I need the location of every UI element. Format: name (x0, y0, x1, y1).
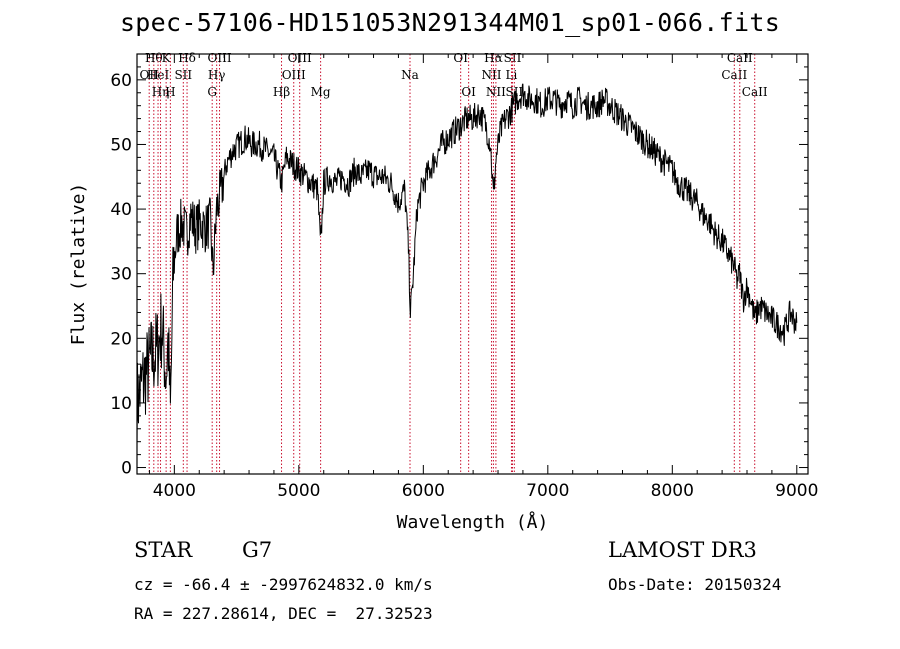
spectral-line-label: Hα (484, 51, 503, 65)
spectral-line-label: Hη (152, 85, 170, 99)
spectral-line-label: H (165, 85, 175, 99)
spectral-line-label: CaII (742, 85, 768, 99)
spectral-line-label: G (207, 85, 217, 99)
spectral-line-label: NII (482, 68, 502, 82)
y-tick-label: 60 (110, 71, 132, 91)
y-tick-label: 40 (110, 200, 132, 220)
y-tick-label: 50 (110, 135, 132, 155)
y-tick-label: 30 (110, 265, 132, 285)
spectral-line-label: CaII (721, 68, 747, 82)
spectral-line-label: CaII (727, 51, 753, 65)
spectral-line-label: Hθ (145, 51, 163, 65)
spectral-line-label: OI (453, 51, 468, 65)
x-tick-label: 5000 (277, 481, 320, 501)
spectral-line-label: HeI (147, 68, 170, 82)
spectral-line-label: Li (506, 68, 518, 82)
survey-name: LAMOST DR3 (608, 538, 757, 562)
chart-title: spec-57106-HD151053N291344M01_sp01-066.f… (119, 8, 781, 37)
spectral-line-label: Hγ (208, 68, 226, 82)
y-tick-label: 10 (110, 394, 132, 414)
plot-frame (136, 53, 809, 475)
spectral-line-label: SII (174, 68, 192, 82)
spectral-line-label: OI (461, 85, 476, 99)
x-axis-label: Wavelength (Å) (397, 511, 549, 533)
spectral-line-label: Mg (311, 85, 331, 99)
coordinates-readout: RA = 227.28614, DEC = 27.32523 (134, 604, 433, 623)
y-tick-label: 0 (121, 459, 132, 479)
spectral-line-label: Hδ (178, 51, 196, 65)
x-tick-label: 6000 (402, 481, 445, 501)
spectral-line-label: K (162, 51, 172, 65)
spectral-line-label: Na (401, 68, 419, 82)
spectral-line-label: SII (504, 51, 522, 65)
object-class: STAR (134, 538, 193, 562)
spectral-line-label: OIII (208, 51, 232, 65)
x-tick-label: 7000 (526, 481, 569, 501)
spectral-line-label: OIII (282, 68, 306, 82)
x-tick-label: 9000 (775, 481, 818, 501)
x-tick-label: 8000 (651, 481, 694, 501)
x-tick-label: 4000 (153, 481, 196, 501)
y-axis-label: Flux (relative) (68, 183, 89, 346)
redshift-readout: cz = -66.4 ± -2997624832.0 km/s (134, 575, 433, 594)
spectral-line-label: Hβ (273, 85, 290, 99)
y-tick-label: 20 (110, 329, 132, 349)
spectrum-line (136, 83, 798, 449)
spectral-line-label: OIII (288, 51, 312, 65)
object-subclass: G7 (242, 538, 273, 562)
spectral-line-label: NII (486, 85, 506, 99)
observation-date: Obs-Date: 20150324 (608, 575, 782, 594)
